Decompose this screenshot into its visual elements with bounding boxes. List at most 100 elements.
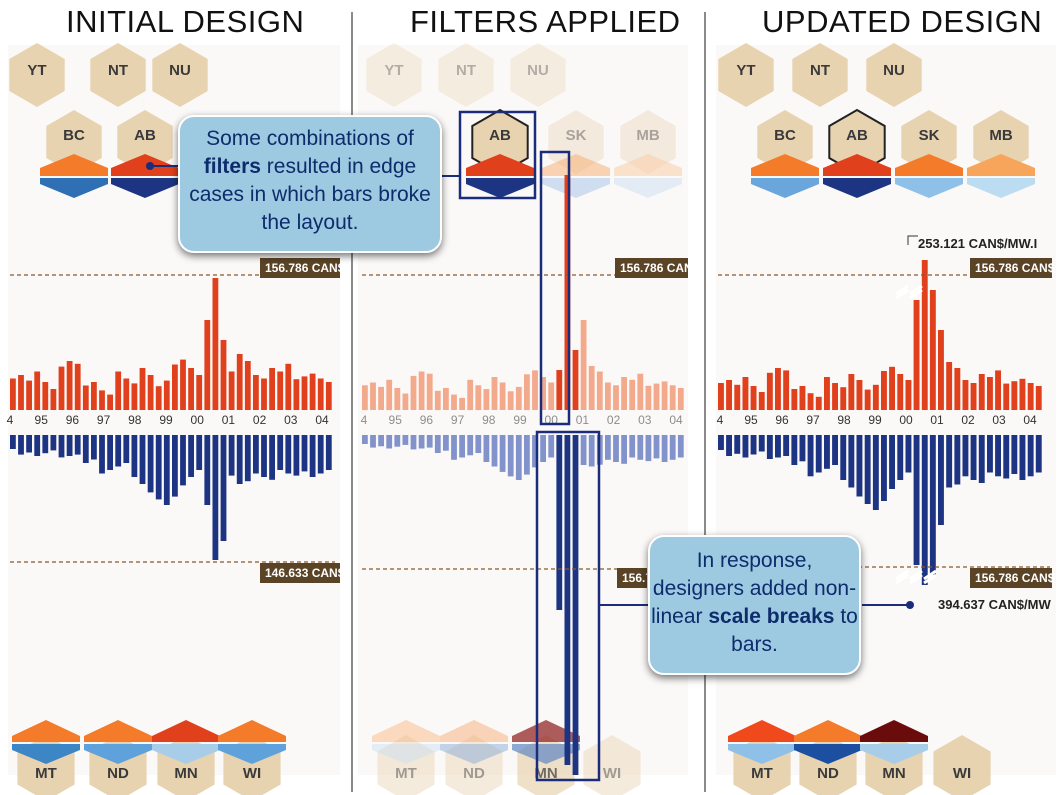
updated-bottom-price-tag-box [970,568,1052,588]
filtered-year-label: 99 [513,413,527,427]
filtered-up-bar [402,393,409,410]
updated-year-label: 01 [930,413,944,427]
initial-up-bar [204,320,211,410]
initial-up-bar [42,382,49,410]
initial-up-bar [139,368,146,410]
hex-updated-NU [866,43,922,107]
initial-up-bar [293,379,300,410]
updated-up-bar [864,389,871,410]
hex-filtered-MT-up-arrow [372,720,440,742]
filtered-down-bar [386,435,393,449]
hex-initial-WI-label: WI [243,765,261,782]
initial-down-bar [301,435,308,472]
hex-filtered-MB [620,110,676,174]
updated-up-bar [946,362,953,410]
updated-down-bar [864,435,871,504]
initial-down-bar [82,435,89,463]
hex-updated-ND-down-arrow [794,744,862,764]
updated-up-bar [783,370,790,410]
panel-divider-right [704,12,706,792]
updated-up-bar [832,383,838,410]
filtered-year-label: 98 [482,413,496,427]
callout-edge-case-bold: filters [203,155,261,178]
callout-scale-breaks-bold-1: scale [708,605,761,628]
updated-down-bar [791,435,798,465]
updated-down-bar [783,435,790,456]
hex-updated-SK-label: SK [919,127,940,144]
initial-up-bar [58,366,65,410]
updated-top-price-tag-text: 156.786 CAN$ [975,261,1055,275]
initial-down-bar [107,435,113,470]
filtered-down-bar [507,435,514,477]
initial-up-bar [18,375,24,410]
initial-up-bar [147,375,154,410]
hex-filtered-AB-label: AB [489,127,511,144]
filtered-up-bar [418,371,425,410]
region-filtered-MB-down-arrow [614,178,682,198]
updated-up-bar [1035,386,1042,410]
updated-down-bar [897,435,904,480]
hex-updated-WI [933,735,991,795]
filtered-up-bar [524,374,530,411]
hex-filtered-WI-label: WI [603,765,621,782]
initial-down-bar [115,435,122,467]
updated-up-bar [1027,383,1034,410]
initial-up-bar [107,394,113,410]
hex-filtered-ND-label: ND [463,765,485,782]
updated-down-bar [840,435,847,480]
updated-down-bar [970,435,977,480]
updated-down-bar [872,435,879,510]
hex-filtered-MN-up-arrow [512,720,580,742]
hex-filtered-NU-label: NU [527,62,549,79]
initial-down-bar [309,435,316,477]
updated-year-label: 96 [775,413,789,427]
hex-updated-NU-label: NU [883,62,905,79]
hex-initial-ND-label: ND [107,765,129,782]
hex-filtered-YT-label: YT [384,62,403,79]
initial-down-bar [34,435,41,456]
initial-down-bar [172,435,178,497]
filtered-up-bar [426,373,433,410]
initial-down-bar [277,435,284,470]
region-filtered-MB-up-arrow [614,154,682,176]
initial-year-label: 04 [315,413,329,427]
filtered-up-bar [588,366,595,410]
scale-break-mark [923,569,937,585]
filtered-down-bar [451,435,457,460]
filtered-down-bar [637,435,644,460]
hex-updated-ND-up-arrow [794,720,862,742]
filtered-down-bar [499,435,506,472]
updated-year-label: 98 [837,413,851,427]
initial-down-bar [91,435,97,460]
filtered-up-bar [661,381,668,410]
filtered-down-bar [443,435,449,451]
initial-year-label: 02 [253,413,267,427]
filtered-up-bar [451,394,457,410]
initial-down-bar [66,435,73,456]
filtered-down-bar [475,435,482,453]
filtered-down-bar [362,435,368,444]
initial-down-bar [196,435,203,470]
filtered-up-bar [507,391,514,410]
initial-down-bar [220,435,227,541]
hex-updated-MN-down-arrow [860,744,928,764]
initial-year-label: 03 [284,413,298,427]
callout-left-dot [146,162,154,170]
updated-up-bar [987,377,993,410]
initial-up-bar [228,371,235,410]
filtered-down-bar [370,435,376,448]
updated-down-bar [881,435,887,501]
initial-year-label: 97 [97,413,111,427]
updated-year-label: 95 [744,413,758,427]
hex-filtered-MN-label: MN [534,765,557,782]
updated-up-bar [970,383,977,410]
hex-initial-WI-up-arrow [218,720,286,742]
filtered-down-bar [548,435,555,458]
updated-year-label: 02 [961,413,975,427]
initial-down-bar [99,435,105,474]
initial-up-bar [220,340,227,410]
hex-initial-NT-label: NT [108,62,128,79]
updated-up-bar [718,383,724,410]
hex-initial-MT-up-arrow [12,720,80,742]
